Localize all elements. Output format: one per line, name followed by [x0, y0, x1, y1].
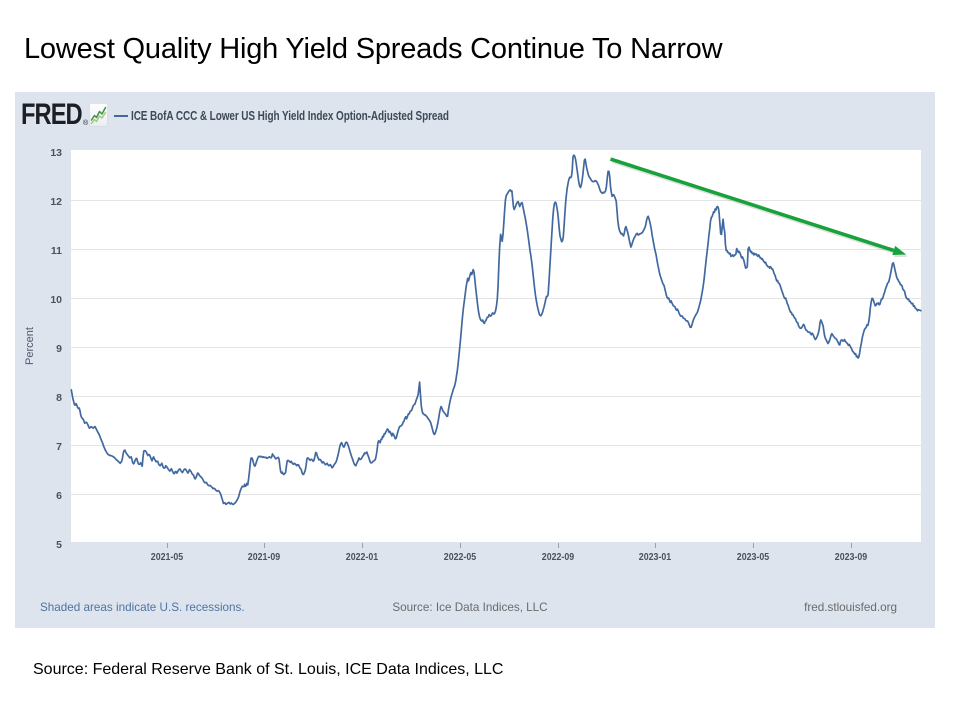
x-tick-mark-2022-01 — [362, 542, 364, 548]
y-tick-label-8: 8 — [56, 391, 62, 404]
y-tick-label-11: 11 — [50, 245, 62, 258]
gridline-11 — [70, 249, 921, 251]
gridline-12 — [70, 200, 921, 202]
gridline-10 — [70, 297, 921, 299]
x-tick-label-2023-09: 2023-09 — [834, 551, 867, 563]
y-tick-label-6: 6 — [56, 489, 62, 502]
y-tick-label-10: 10 — [50, 294, 62, 307]
x-tick-mark-2022-09 — [557, 542, 559, 548]
x-tick-mark-2023-01 — [655, 542, 657, 548]
x-tick-label-2022-01: 2022-01 — [345, 551, 379, 563]
y-tick-label-12: 12 — [50, 196, 62, 209]
y-tick-label-7: 7 — [56, 440, 62, 453]
fred-site-link[interactable]: fred.stlouisfed.org — [804, 601, 897, 614]
x-tick-mark-2023-05 — [753, 542, 755, 548]
x-tick-label-2022-09: 2022-09 — [541, 551, 574, 563]
y-tick-label-9: 9 — [56, 343, 62, 356]
x-tick-mark-2021-09 — [264, 542, 266, 548]
fred-logo[interactable]: FRED — [20, 98, 83, 131]
source-attribution: Source: Federal Reserve Bank of St. Loui… — [33, 661, 504, 678]
fred-logo-registered-mark: ® — [83, 120, 89, 127]
x-tick-mark-2023-09 — [850, 542, 852, 548]
fred-sparkline-icon — [88, 103, 108, 127]
x-tick-label-2023-01: 2023-01 — [639, 551, 672, 563]
legend-series-label: ICE BofA CCC & Lower US High Yield Index… — [130, 108, 449, 123]
x-tick-label-2021-09: 2021-09 — [248, 551, 281, 563]
page-title: Lowest Quality High Yield Spreads Contin… — [24, 33, 723, 65]
gridline-8 — [70, 395, 921, 397]
x-tick-label-2022-05: 2022-05 — [443, 551, 477, 563]
recessions-note-link[interactable]: Shaded areas indicate U.S. recessions. — [40, 601, 245, 614]
legend-line-swatch — [113, 114, 128, 117]
gridline-6 — [70, 493, 921, 495]
x-tick-label-2023-05: 2023-05 — [736, 551, 770, 563]
x-tick-mark-2022-05 — [459, 542, 461, 548]
x-tick-label-2021-05: 2021-05 — [150, 551, 183, 563]
plot-area — [70, 149, 921, 543]
y-tick-label-13: 13 — [50, 147, 62, 160]
gridline-7 — [70, 444, 921, 446]
gridline-9 — [70, 346, 921, 348]
x-tick-mark-2021-05 — [166, 542, 168, 548]
y-tick-label-5: 5 — [56, 538, 62, 551]
data-source-note: Source: Ice Data Indices, LLC — [392, 601, 548, 614]
